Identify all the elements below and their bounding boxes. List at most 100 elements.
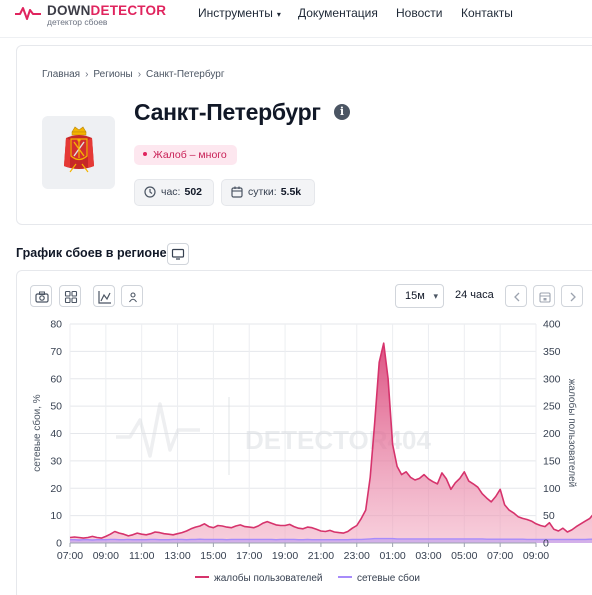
y-right-tick-label: 150 [543, 455, 561, 467]
page-title: Санкт-Петербург [134, 99, 321, 125]
area-chart-icon [98, 291, 111, 304]
complaints-line [69, 342, 592, 539]
logo-down: DOWN [47, 3, 91, 18]
coat-of-arms-icon [64, 126, 94, 173]
nav-news[interactable]: Новости [396, 6, 443, 20]
y-axis-left-label: сетевые сбои, % [31, 394, 43, 472]
stat-hour: час: 502 [134, 179, 214, 206]
chevron-right-icon [570, 292, 576, 302]
breadcrumb-home[interactable]: Главная [42, 69, 81, 80]
y-right-tick-label: 100 [543, 483, 561, 495]
legend-outages-swatch [338, 576, 352, 579]
chart-axes: 0 0 10 50 20 100 30 150 40 200 50 250 60 300 70 350 80 40… [50, 319, 560, 563]
y-left-tick-label: 80 [50, 319, 62, 331]
clock-icon [144, 186, 156, 198]
stat-hour-label: час: [161, 186, 181, 198]
stat-day-value: 5.5k [280, 186, 302, 198]
embed-chart-button[interactable] [167, 243, 189, 265]
legend-complaints[interactable]: жалобы пользователей [195, 573, 323, 584]
complaints-area [70, 343, 592, 543]
watermark-text: DETECTOR404 [245, 425, 431, 455]
y-right-tick-label: 200 [543, 428, 561, 440]
interval-select[interactable]: 15м ▾ [395, 284, 444, 308]
info-icon[interactable]: i [334, 104, 350, 120]
camera-icon [35, 291, 49, 303]
y-right-tick-label: 400 [543, 319, 561, 331]
area-chart-button[interactable] [93, 285, 115, 307]
nav-contacts[interactable]: Контакты [461, 6, 513, 20]
next-period-button[interactable] [561, 285, 583, 307]
x-tick-label: 15:00 [200, 550, 226, 562]
legend-complaints-swatch [195, 576, 209, 579]
y-left-tick-label: 50 [50, 401, 62, 413]
stat-day-label: сутки: [248, 186, 277, 198]
breadcrumb-separator: › [137, 69, 142, 80]
x-tick-label: 21:00 [308, 550, 334, 562]
breadcrumb: Главная › Регионы › Санкт-Петербург [42, 69, 224, 80]
x-tick-label: 01:00 [379, 550, 405, 562]
y-left-tick-label: 10 [50, 510, 62, 522]
x-tick-label: 13:00 [164, 550, 190, 562]
nav-tools[interactable]: Инструменты ▾ [198, 6, 281, 20]
legend-outages[interactable]: сетевые сбои [338, 573, 420, 584]
breadcrumb-regions[interactable]: Регионы [93, 69, 133, 80]
top-navigation: DOWNDETECTOR детектор сбоев Инструменты ▾… [0, 0, 592, 38]
y-right-tick-label: 300 [543, 373, 561, 385]
chart-watermark: DETECTOR404 [116, 397, 431, 475]
y-left-tick-label: 60 [50, 373, 62, 385]
grid-view-button[interactable] [59, 285, 81, 307]
time-range-label: 24 часа [455, 289, 494, 301]
logo-detector: DETECTOR [90, 3, 167, 18]
chevron-down-icon: ▾ [276, 10, 281, 19]
outages-line [70, 537, 592, 541]
logo-subtitle: детектор сбоев [47, 17, 108, 27]
status-badge: Жалоб – много [134, 145, 237, 165]
logo-text[interactable]: DOWNDETECTOR [47, 3, 166, 18]
x-tick-label: 05:00 [451, 550, 477, 562]
calendar-icon [231, 186, 243, 198]
status-dot-icon [143, 152, 147, 157]
nav-tools-label: Инструменты [198, 6, 273, 20]
y-axis-right-label: жалобы пользователей [566, 379, 578, 488]
monitor-icon [171, 248, 185, 260]
y-right-tick-label: 350 [543, 346, 561, 358]
x-tick-label: 17:00 [236, 550, 262, 562]
nav-docs[interactable]: Документация [298, 6, 378, 20]
y-right-tick-label: 50 [543, 510, 555, 522]
calendar-button[interactable] [533, 285, 555, 307]
grid-icon [64, 290, 78, 304]
breadcrumb-current: Санкт-Петербург [146, 69, 225, 80]
stat-day: сутки: 5.5k [221, 179, 315, 206]
x-tick-label: 09:00 [523, 550, 549, 562]
prev-period-button[interactable] [505, 285, 527, 307]
user-filter-button[interactable] [121, 285, 143, 307]
chart-section-title: График сбоев в регионе [16, 246, 167, 260]
x-tick-label: 19:00 [272, 550, 298, 562]
chevron-down-icon: ▾ [433, 291, 438, 301]
x-tick-label: 03:00 [415, 550, 441, 562]
y-right-tick-label: 0 [543, 538, 549, 550]
x-tick-label: 07:00 [487, 550, 513, 562]
legend-outages-label: сетевые сбои [357, 573, 420, 584]
y-left-tick-label: 40 [50, 428, 62, 440]
pulse-logo-icon[interactable] [15, 5, 41, 21]
x-tick-label: 07:00 [57, 550, 83, 562]
status-badge-label: Жалоб – много [153, 149, 227, 161]
y-right-tick-label: 250 [543, 401, 561, 413]
x-tick-label: 23:00 [344, 550, 370, 562]
legend-complaints-label: жалобы пользователей [214, 573, 323, 584]
y-left-tick-label: 70 [50, 346, 62, 358]
stat-hour-value: 502 [184, 186, 203, 198]
breadcrumb-separator: › [85, 69, 89, 80]
y-left-tick-label: 20 [50, 483, 62, 495]
screenshot-button[interactable] [30, 285, 52, 307]
x-tick-label: 11:00 [129, 550, 155, 562]
region-emblem [42, 116, 115, 189]
interval-value: 15м [405, 290, 425, 302]
user-icon [129, 292, 137, 303]
y-left-tick-label: 30 [50, 455, 62, 467]
x-tick-label: 09:00 [93, 550, 119, 562]
y-left-tick-label: 0 [56, 538, 62, 550]
calendar-icon [539, 292, 551, 303]
